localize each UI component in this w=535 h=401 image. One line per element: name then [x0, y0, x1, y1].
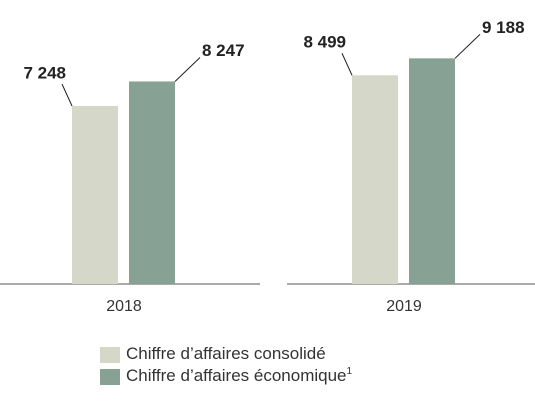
- leader-line: [174, 57, 201, 82]
- legend-footnote: 1: [347, 366, 353, 377]
- value-label: 7 248: [23, 63, 66, 82]
- legend-name: Chiffre d’affaires économique: [126, 366, 347, 385]
- legend-name: Chiffre d’affaires consolidé: [126, 344, 326, 363]
- leader-line: [61, 83, 73, 107]
- x-tick-label: 2018: [106, 298, 142, 315]
- bar: [72, 105, 118, 284]
- bar: [409, 58, 455, 285]
- bar: [129, 81, 175, 285]
- x-tick-label: 2019: [386, 298, 422, 315]
- legend-label: Chiffre d’affaires consolidé: [126, 344, 326, 363]
- bar: [352, 75, 398, 284]
- legend-label: Chiffre d’affaires économique1: [126, 366, 353, 386]
- value-label: 8 499: [303, 33, 346, 52]
- leader-line: [454, 33, 481, 59]
- leader-line: [341, 53, 353, 76]
- value-label: 9 188: [482, 18, 525, 37]
- legend-swatch: [100, 369, 120, 385]
- value-label: 8 247: [202, 41, 245, 60]
- legend-swatch: [100, 347, 120, 363]
